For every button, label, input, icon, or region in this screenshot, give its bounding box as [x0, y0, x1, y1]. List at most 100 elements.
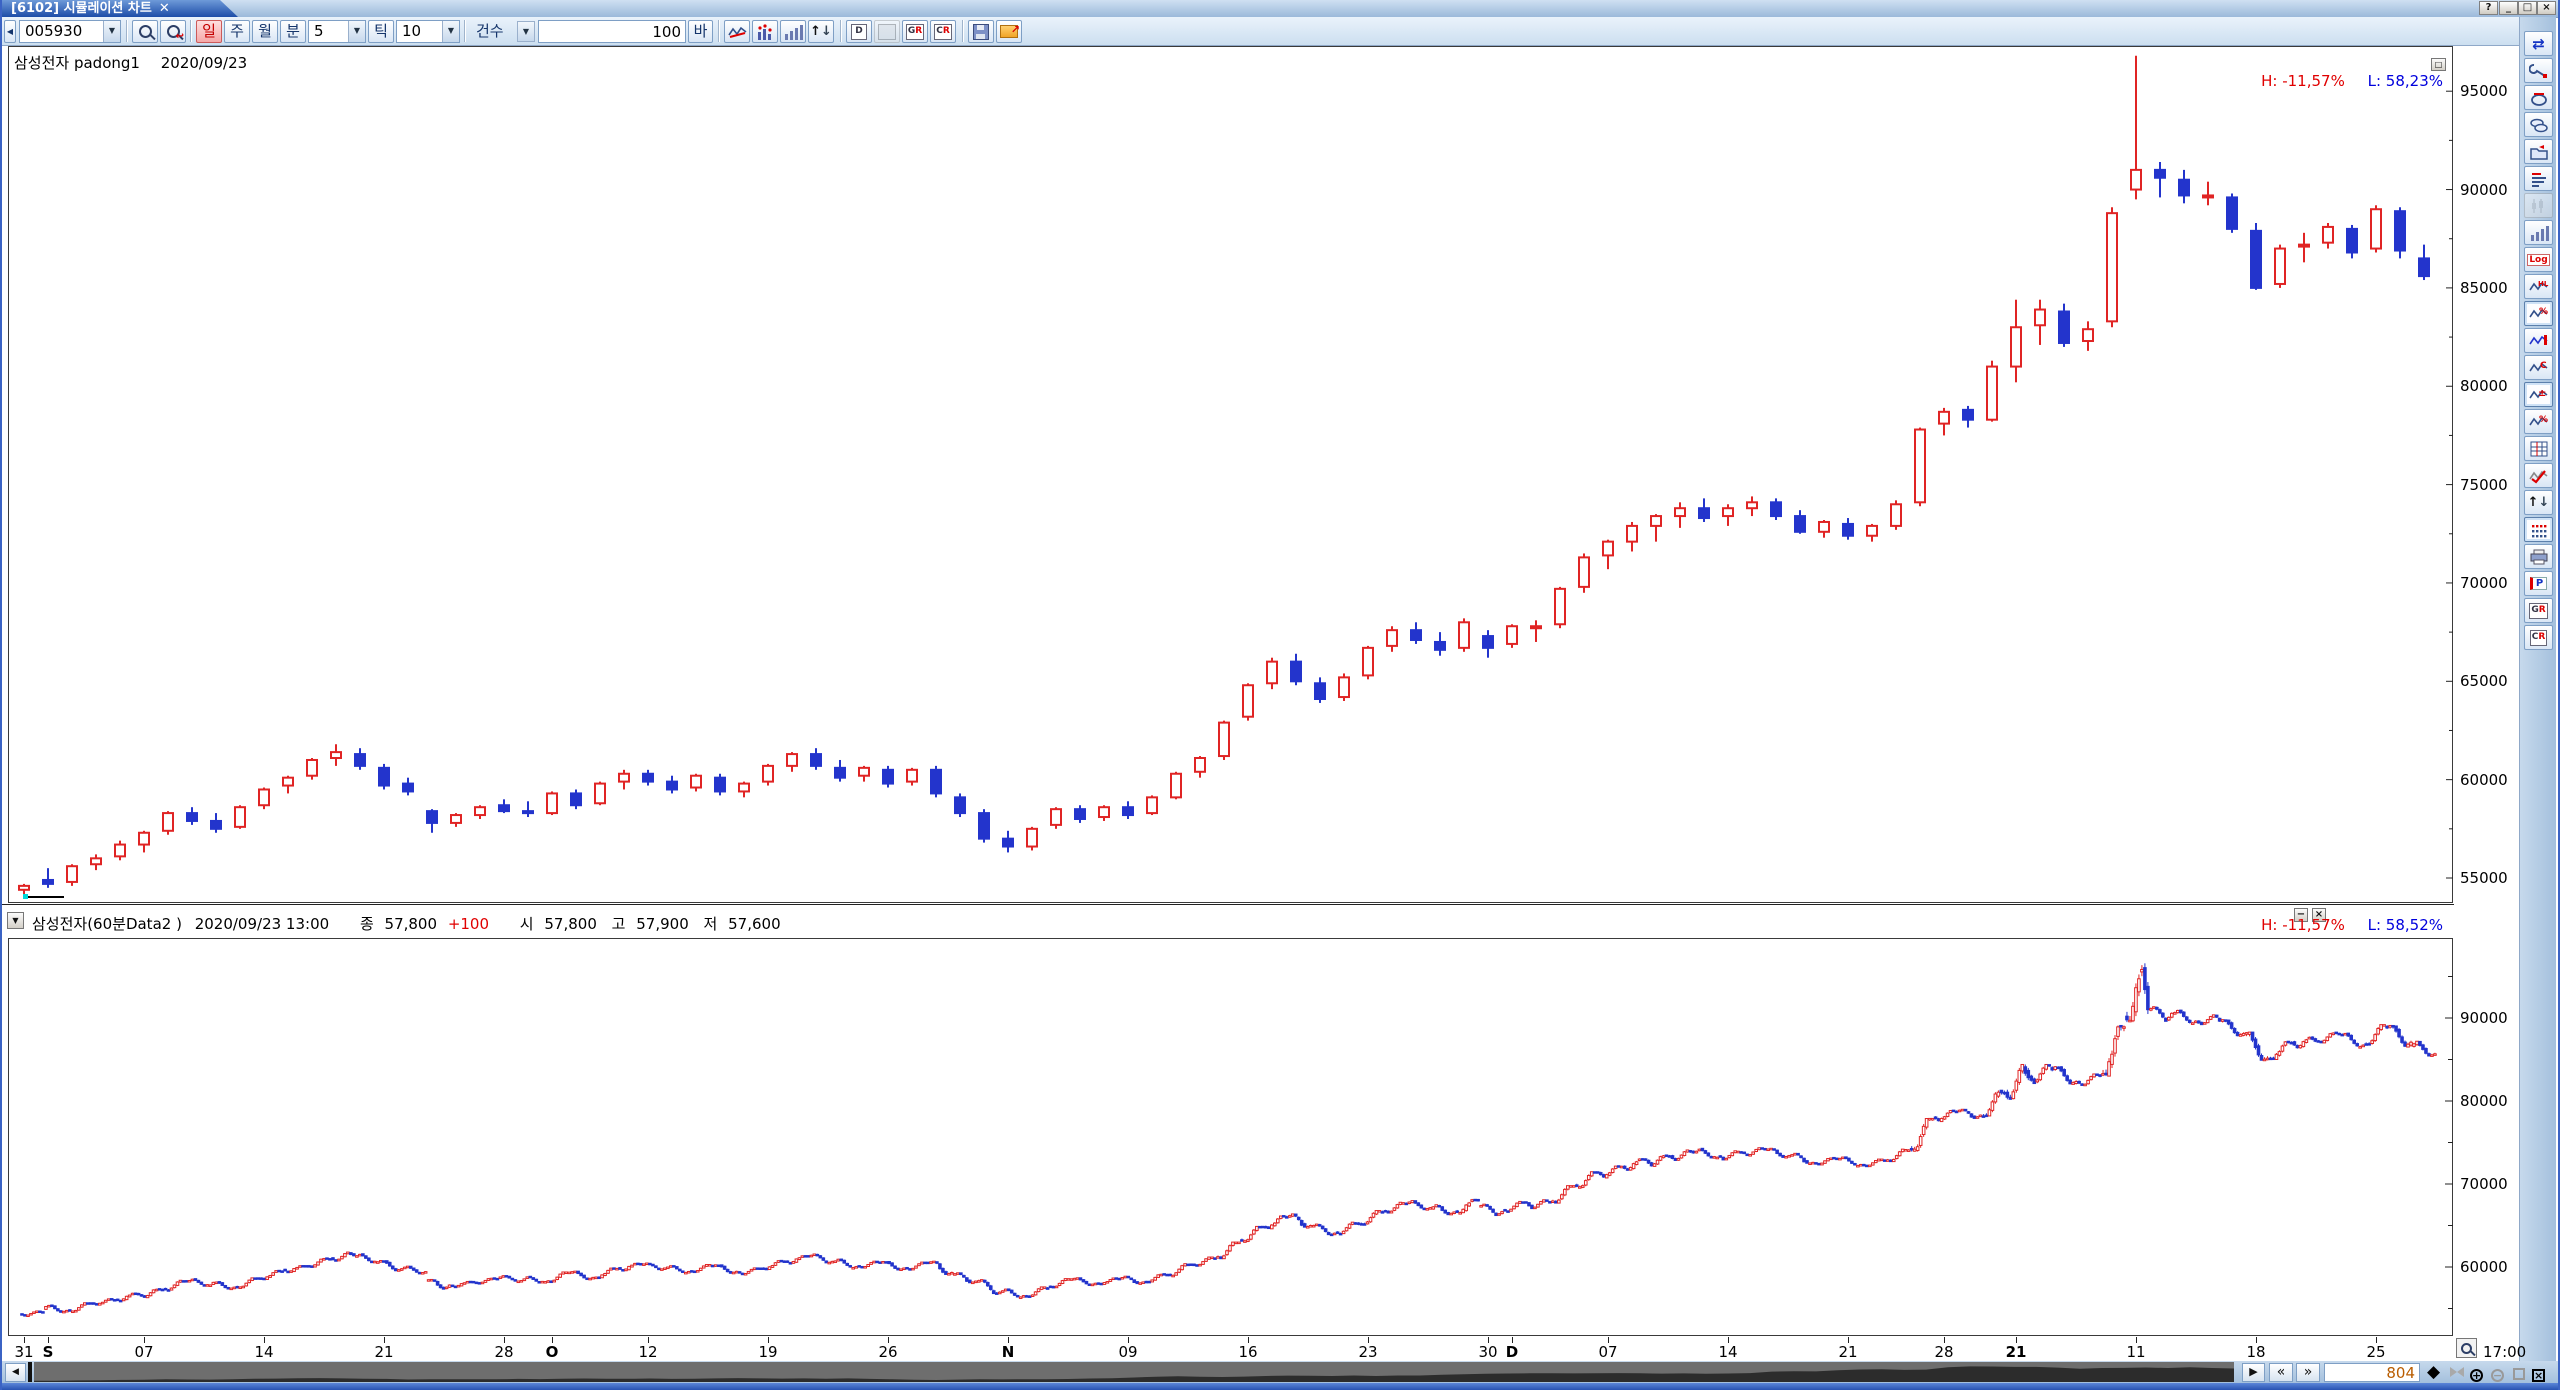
count-input[interactable] — [538, 20, 686, 43]
close-navigator-icon[interactable]: × — [2532, 1369, 2545, 1382]
minimize-pane-icon[interactable]: − — [2294, 908, 2308, 922]
high-percent: H: -11,57% — [2261, 72, 2345, 90]
zoom-out-icon[interactable]: − — [2491, 1369, 2504, 1382]
date-tick-label: 12 — [638, 1343, 658, 1361]
close-pane-icon[interactable]: × — [2312, 908, 2326, 922]
open-label: 시 — [519, 915, 534, 933]
minute-chart-title: 삼성전자(60분Data2 ) — [32, 915, 182, 933]
symbol-combo[interactable]: 005930 ▼ — [19, 20, 121, 43]
minute-chart-canvas[interactable] — [2, 938, 2454, 1337]
help-button[interactable]: ? — [2479, 1, 2498, 15]
daily-chart-canvas[interactable] — [2, 46, 2454, 904]
minute-chart-header: ▼ 삼성전자(60분Data2 ) 2020/09/23 13:00 종 57,… — [2, 904, 2454, 939]
minute-combo[interactable]: 5 ▼ — [308, 20, 366, 43]
nav-scroll-left-button[interactable]: ◀ — [5, 1363, 26, 1382]
fit-view-icon[interactable] — [2513, 1366, 2525, 1384]
toolbar-scroll-left-button[interactable]: ◀ — [4, 20, 16, 43]
hand-settings-icon[interactable] — [2524, 85, 2553, 110]
stock-name: 삼성전자 padong1 — [14, 54, 140, 72]
doc-cr-icon[interactable]: CR — [930, 20, 956, 43]
tick-value: 10 — [402, 22, 422, 40]
chevron-down-icon[interactable]: ▼ — [348, 21, 365, 42]
volume-dots-icon[interactable] — [752, 20, 778, 43]
period-day-button[interactable]: 일 — [196, 20, 222, 43]
tick-combo[interactable]: 10 ▼ — [396, 20, 460, 43]
collapse-pane-icon[interactable]: ▼ — [7, 912, 24, 929]
volume-bars-icon[interactable] — [780, 20, 806, 43]
save-icon[interactable] — [968, 20, 994, 43]
chevron-down-icon[interactable]: ▼ — [103, 21, 120, 42]
minimize-button[interactable]: _ — [2499, 1, 2518, 15]
minute-chart-datetime: 2020/09/23 13:00 — [194, 915, 330, 933]
zoom-in-icon[interactable]: + — [2470, 1369, 2483, 1382]
printer-icon[interactable] — [2524, 544, 2553, 569]
grid-settings-icon[interactable] — [2524, 517, 2553, 542]
nav-next-icon[interactable] — [2449, 1366, 2465, 1378]
y-axis-label: 90000 — [2460, 1009, 2508, 1027]
period-week-button[interactable]: 주 — [224, 20, 250, 43]
bar-count-input[interactable] — [2324, 1363, 2420, 1382]
log-scale-icon[interactable]: Log — [2524, 247, 2553, 272]
trend-line-icon[interactable] — [724, 20, 750, 43]
screen-capture-icon[interactable] — [874, 20, 900, 43]
tick-button[interactable]: 틱 — [368, 20, 394, 43]
doc-gr-icon[interactable]: GR — [902, 20, 928, 43]
data-table-icon[interactable] — [2524, 436, 2553, 461]
hl-line-chart-icon[interactable]: HL — [2524, 274, 2553, 299]
capture-cr-icon[interactable]: CR — [2524, 625, 2553, 650]
nav-play-button[interactable]: ▶ — [2242, 1363, 2265, 1382]
low-percent: L: 58,23% — [2367, 72, 2443, 90]
nav-diamond-icon[interactable]: ◆ — [2427, 1362, 2441, 1382]
date-tick-mark — [1248, 1337, 1249, 1343]
sort-arrows-icon[interactable]: ↑ ↓ — [2524, 490, 2553, 515]
bar-button[interactable]: 바 — [688, 20, 713, 43]
date-tick-mark — [768, 1337, 769, 1343]
percent-chart-2-icon[interactable]: % — [2524, 409, 2553, 434]
date-tick-label: 11 — [2126, 1343, 2146, 1361]
close-button[interactable]: × — [2537, 1, 2556, 15]
date-tick-mark — [2016, 1337, 2017, 1343]
window-tab[interactable]: [6102] 시뮬레이션 차트 ✕ — [2, 0, 238, 17]
doc-copy-icon[interactable]: D — [846, 20, 872, 43]
nav-forward-button[interactable]: » — [2296, 1363, 2320, 1382]
date-tick-mark — [1848, 1337, 1849, 1343]
search-icon[interactable] — [132, 20, 158, 43]
restore-button[interactable]: □ — [2518, 1, 2537, 15]
tab-close-icon[interactable]: ✕ — [158, 1, 170, 16]
date-tick-label: 07 — [134, 1343, 154, 1361]
separator — [126, 20, 128, 42]
page-setup-icon[interactable]: P — [2524, 571, 2553, 596]
period-minute-button[interactable]: 분 — [280, 20, 306, 43]
open-folder-icon[interactable]: ↗ — [996, 20, 1022, 43]
svg-text:%: % — [2539, 415, 2548, 425]
nav-minimap-track[interactable] — [34, 1362, 2234, 1382]
search-jump-icon[interactable]: ↩ — [160, 20, 186, 43]
refresh-swap-icon[interactable]: ⇄ — [2524, 31, 2553, 56]
list-settings-icon[interactable] — [2524, 166, 2553, 191]
tools-wrench-icon[interactable] — [2524, 58, 2553, 83]
compare-chart-icon[interactable]: C — [2524, 355, 2553, 380]
capture-gr-icon[interactable]: GR — [2524, 598, 2553, 623]
y-axis-label: 70000 — [2460, 573, 2508, 592]
date-tick-mark — [1944, 1337, 1945, 1343]
count-combo[interactable]: 건수 ▼ — [470, 20, 536, 43]
sort-updown-icon[interactable]: ↑ ↓ — [808, 20, 834, 43]
volume-chart-icon[interactable] — [2524, 220, 2553, 245]
date-tick-mark — [2256, 1337, 2257, 1343]
chevron-down-icon[interactable]: ▼ — [517, 21, 535, 42]
plus-minus-chart-icon[interactable]: ± — [2524, 382, 2553, 407]
percent-chart-icon[interactable]: % — [2524, 301, 2553, 326]
nav-rewind-button[interactable]: « — [2269, 1363, 2293, 1382]
chevron-down-icon[interactable]: ▼ — [442, 21, 459, 42]
date-tick-mark — [384, 1337, 385, 1343]
nav-scroll-handle[interactable] — [28, 1362, 32, 1382]
trend-check-icon[interactable] — [2524, 463, 2553, 488]
maximize-pane-icon[interactable]: □ — [2431, 58, 2446, 71]
min-max-chart-icon[interactable] — [2524, 328, 2553, 353]
period-month-button[interactable]: 월 — [252, 20, 278, 43]
coins-icon[interactable] — [2524, 112, 2553, 137]
folder-send-icon[interactable] — [2524, 139, 2553, 164]
candle-type-icon[interactable] — [2524, 193, 2553, 218]
axis-zoom-button[interactable] — [2456, 1338, 2477, 1358]
